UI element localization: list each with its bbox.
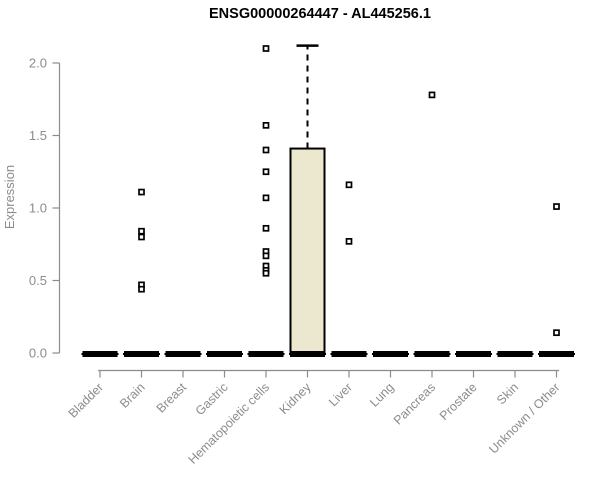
median-bar bbox=[331, 351, 367, 357]
outlier-point bbox=[553, 203, 560, 210]
median-bar bbox=[373, 351, 408, 357]
median-bar bbox=[414, 351, 450, 357]
median-bar bbox=[124, 351, 159, 357]
y-tick-label: 2.0 bbox=[29, 56, 47, 71]
outlier-point bbox=[262, 168, 270, 176]
x-tick-label: Hematopoietic cells bbox=[186, 380, 273, 467]
y-tick-label: 0.0 bbox=[29, 346, 47, 361]
box bbox=[289, 147, 326, 354]
outlier-point bbox=[138, 233, 145, 241]
x-tick-label: Brain bbox=[117, 380, 148, 411]
median-bar bbox=[290, 351, 325, 357]
median-bar bbox=[539, 351, 574, 357]
outlier-point bbox=[138, 285, 145, 293]
chart-title: ENSG00000264447 - AL445256.1 bbox=[209, 6, 431, 22]
median-bar bbox=[456, 351, 491, 357]
x-tick-label: Gastric bbox=[193, 380, 231, 418]
x-tick-label: Prostate bbox=[437, 380, 480, 423]
outlier-point bbox=[262, 121, 270, 129]
y-tick-label: 1.0 bbox=[29, 201, 47, 216]
x-tick-label: Pancreas bbox=[391, 380, 438, 427]
y-tick-label: 1.5 bbox=[29, 128, 47, 143]
x-tick-label: Unknown / Other bbox=[486, 380, 562, 456]
median-bar bbox=[207, 351, 242, 357]
outlier-point bbox=[138, 227, 145, 235]
x-tick-label: Breast bbox=[154, 380, 190, 416]
outlier-point bbox=[262, 252, 270, 260]
y-tick-label: 0.5 bbox=[29, 273, 47, 288]
outlier-point bbox=[345, 238, 353, 245]
outlier-point bbox=[262, 224, 270, 232]
x-tick-label: Bladder bbox=[66, 380, 106, 420]
median-bar bbox=[165, 351, 201, 357]
median-bar bbox=[497, 351, 533, 357]
x-tick-label: Kidney bbox=[277, 380, 314, 417]
outlier-point bbox=[345, 181, 353, 189]
outlier-point bbox=[262, 269, 270, 277]
x-tick-label: Skin bbox=[494, 380, 521, 407]
median-bar bbox=[248, 351, 284, 357]
median-bar bbox=[82, 351, 118, 357]
x-tick-label: Lung bbox=[367, 380, 397, 410]
x-tick-label: Liver bbox=[326, 380, 355, 409]
outlier-point bbox=[138, 188, 145, 196]
outlier-point bbox=[262, 194, 270, 202]
outlier-point bbox=[262, 45, 270, 52]
outlier-point bbox=[428, 91, 436, 99]
outlier-point bbox=[262, 146, 270, 154]
outlier-point bbox=[553, 329, 560, 337]
